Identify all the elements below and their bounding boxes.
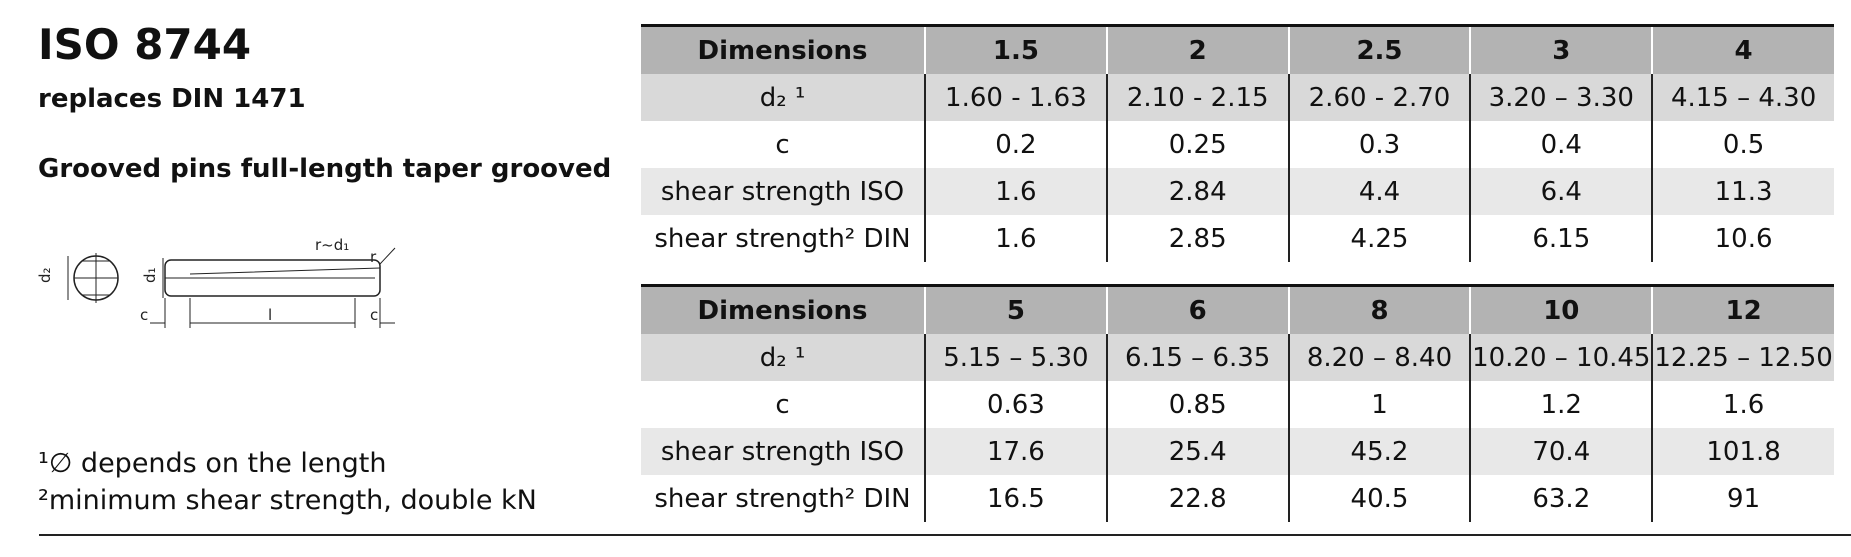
table-row: shear strength ISO 17.6 25.4 45.2 70.4 101.8 [641,428,1834,475]
diagram-label: d₁ [141,267,159,283]
header-cell: Dimensions [641,284,925,334]
cell: 0.4 [1469,121,1653,168]
cell: 8.20 – 8.40 [1287,334,1471,381]
table-row: shear strength² DIN 1.6 2.85 4.25 6.15 10.6 [641,215,1834,262]
cell: 22.8 [1105,475,1289,522]
table-row: shear strength ISO 1.6 2.84 4.4 6.4 11.3 [641,168,1834,215]
cell: 40.5 [1287,475,1471,522]
diagram-label: r~d₁ [315,236,349,254]
cell: 17.6 [924,428,1107,475]
table-row: shear strength² DIN 16.5 22.8 40.5 63.2 91 [641,475,1834,522]
spec-table: Dimensions 1.5 2 2.5 3 4 d₂ ¹ 1.60 - 1.63 2.10 -… [641,24,1834,262]
cell: 12.25 – 12.50 [1651,334,1834,381]
cell: 1 [1287,381,1471,428]
cell: 11.3 [1651,168,1834,215]
table-row: d₂ ¹ 5.15 – 5.30 6.15 – 6.35 8.20 – 8.40 10.… [641,334,1834,381]
cell: 1.6 [924,168,1107,215]
diagram-label: r [370,248,377,266]
cell: 4.25 [1287,215,1471,262]
cell: 6.15 [1469,215,1653,262]
cell: 2.84 [1105,168,1289,215]
header-cell: 1.5 [924,24,1107,74]
header-cell: 12 [1651,284,1834,334]
cell: 0.2 [924,121,1107,168]
header-cell: 10 [1469,284,1653,334]
table-row: c 0.2 0.25 0.3 0.4 0.5 [641,121,1834,168]
cell: 10.6 [1651,215,1834,262]
cell: 2.10 - 2.15 [1105,74,1289,121]
cell: 101.8 [1651,428,1834,475]
cell: 1.2 [1469,381,1653,428]
row-label: c [775,389,790,420]
cell: 1.6 [924,215,1107,262]
cell: 45.2 [1287,428,1471,475]
footnote: ¹∅ depends on the length [38,448,387,479]
header-cell: Dimensions [641,24,925,74]
spec-table: Dimensions 5 6 8 10 12 d₂ ¹ 5.15 – 5.30 6.15 – 6… [641,284,1834,522]
description: Grooved pins full-length taper grooved [38,154,612,184]
cell: 0.25 [1105,121,1289,168]
table-row: d₂ ¹ 1.60 - 1.63 2.10 - 2.15 2.60 - 2.70 3.2… [641,74,1834,121]
row-label: d₂ ¹ [641,74,925,121]
cell: 3.20 – 3.30 [1469,74,1653,121]
diagram-label: c [370,306,378,324]
rule [39,534,1851,536]
subtitle: replaces DIN 1471 [38,84,306,114]
cell: 25.4 [1105,428,1289,475]
footnote: ²minimum shear strength, double kN [38,485,537,516]
header-row: Dimensions 5 6 8 10 12 [641,284,1834,334]
cell: 1.6 [1651,381,1834,428]
row-label: shear strength ISO [641,168,925,215]
header-cell: 2 [1105,24,1289,74]
header-row: Dimensions 1.5 2 2.5 3 4 [641,24,1834,74]
cell: 0.63 [924,381,1107,428]
header-cell: 2.5 [1287,24,1471,74]
cell: 10.20 – 10.45 [1469,334,1653,381]
header-cell: 8 [1287,284,1471,334]
cell: 1.60 - 1.63 [924,74,1107,121]
header-cell: 5 [924,284,1107,334]
cell: 91 [1651,475,1834,522]
cell: 6.15 – 6.35 [1105,334,1289,381]
cell: 16.5 [924,475,1107,522]
cell: 2.85 [1105,215,1289,262]
cell: 63.2 [1469,475,1653,522]
row-label: shear strength² DIN [654,483,911,514]
cell: 2.60 - 2.70 [1287,74,1471,121]
header-cell: 6 [1105,284,1289,334]
diagram-label: l [268,306,272,324]
title: ISO 8744 [38,20,252,69]
cell: 70.4 [1469,428,1653,475]
table-row: c 0.63 0.85 1 1.2 1.6 [641,381,1834,428]
pin-diagram: r~d₁ r d₂ d₁ c l c [36,236,396,328]
cell: 0.5 [1651,121,1834,168]
cell: 6.4 [1469,168,1653,215]
cell: 0.3 [1287,121,1471,168]
cell: 5.15 – 5.30 [924,334,1107,381]
row-label: c [775,129,790,160]
diagram-label: d₂ [36,267,54,283]
header-cell: 4 [1651,24,1834,74]
row-label: d₂ ¹ [641,334,925,381]
cell: 0.85 [1105,381,1289,428]
diagram-label: c [140,306,148,324]
header-cell: 3 [1469,24,1653,74]
row-label: shear strength ISO [641,428,925,475]
cell: 4.4 [1287,168,1471,215]
row-label: shear strength² DIN [654,223,911,254]
cell: 4.15 – 4.30 [1651,74,1834,121]
